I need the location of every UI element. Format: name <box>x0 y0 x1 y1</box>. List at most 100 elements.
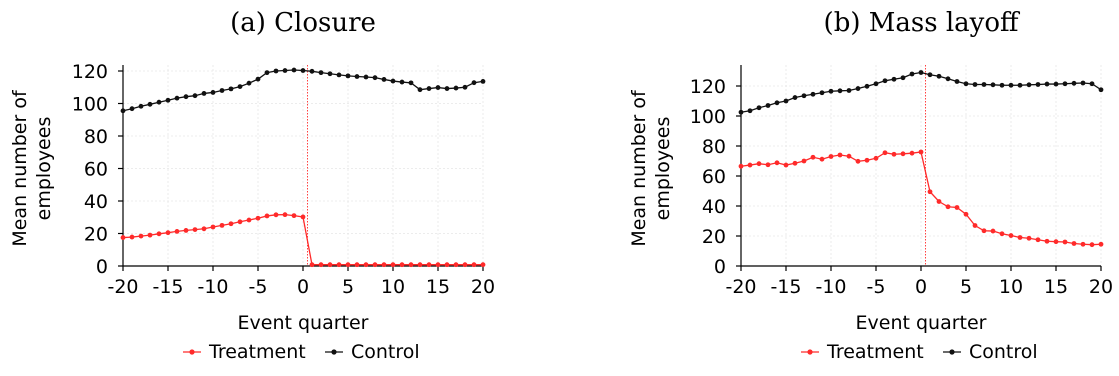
control-data-point <box>174 95 180 101</box>
treatment-data-point <box>981 228 987 234</box>
control-data-point <box>237 84 243 89</box>
control-data-point <box>1098 87 1104 93</box>
treatment-data-point <box>453 262 459 268</box>
control-data-point <box>183 94 189 100</box>
control-data-point <box>408 80 414 86</box>
treatment-data-point <box>426 262 432 268</box>
control-data-point <box>810 91 816 97</box>
treatment-data-point <box>891 151 897 157</box>
control-data-point <box>954 79 960 84</box>
y-axis-label: Mean number of <box>628 89 650 247</box>
treatment-data-point <box>828 154 834 159</box>
control-data-point <box>1080 80 1086 86</box>
control-data-point <box>1008 82 1014 88</box>
control-data-point <box>990 82 996 88</box>
control-data-point <box>444 86 450 91</box>
treatment-data-point <box>1080 241 1086 247</box>
control-data-point <box>336 72 342 78</box>
treatment-data-point <box>273 212 279 218</box>
control-data-point <box>1044 81 1050 87</box>
treatment-data-point <box>291 213 297 219</box>
treatment-data-point <box>756 161 762 167</box>
y-axis-label: employees <box>33 117 55 221</box>
treatment-data-point <box>783 162 789 168</box>
control-legend-label: Control <box>351 341 420 363</box>
control-data-point <box>918 70 924 75</box>
control-data-point <box>264 70 270 76</box>
control-data-point <box>738 109 744 115</box>
treatment-data-point <box>846 153 852 159</box>
control-data-point <box>480 79 486 84</box>
treatment-data-point <box>819 156 825 162</box>
treatment-data-point <box>183 228 189 233</box>
x-tick-label: 20 <box>471 276 495 298</box>
x-tick-label: 0 <box>297 276 309 298</box>
x-tick-label: 10 <box>999 276 1023 298</box>
treatment-data-point <box>201 226 207 232</box>
treatment-data-point <box>444 262 450 268</box>
x-tick-label: 15 <box>426 276 450 298</box>
y-tick-label: 80 <box>702 136 726 158</box>
treatment-data-point <box>909 150 915 156</box>
control-legend-label: Control <box>969 341 1038 363</box>
treatment-data-point <box>120 235 126 240</box>
treatment-data-point <box>390 262 396 268</box>
treatment-data-point <box>954 205 960 210</box>
treatment-data-point <box>855 158 861 164</box>
control-data-point <box>390 78 396 84</box>
y-tick-label: 20 <box>84 224 108 246</box>
treatment-data-point <box>801 158 807 164</box>
x-tick-label: -15 <box>152 276 183 298</box>
treatment-data-point <box>945 204 951 210</box>
treatment-data-point <box>774 160 780 166</box>
control-data-point <box>228 86 234 92</box>
y-tick-label: 60 <box>702 166 726 188</box>
control-data-point <box>156 99 162 105</box>
control-data-point <box>1089 81 1095 87</box>
control-data-point <box>219 88 225 93</box>
treatment-data-point <box>471 262 477 268</box>
control-data-point <box>138 103 144 109</box>
treatment-data-point <box>1017 235 1023 240</box>
x-tick-label: 5 <box>342 276 354 298</box>
treatment-data-point <box>972 223 978 228</box>
treatment-data-point <box>1035 237 1041 243</box>
treatment-data-point <box>192 227 198 233</box>
treatment-data-point <box>399 262 405 268</box>
control-data-point <box>309 68 315 74</box>
control-data-point <box>963 81 969 87</box>
control-data-point <box>255 76 261 82</box>
x-axis-label: Event quarter <box>238 312 369 334</box>
control-data-point <box>747 108 753 114</box>
control-data-point <box>945 76 951 82</box>
y-tick-label: 0 <box>714 256 726 278</box>
control-data-point <box>1053 81 1059 87</box>
treatment-data-point <box>1071 241 1077 246</box>
treatment-data-point <box>435 262 441 268</box>
treatment-data-point <box>873 155 879 161</box>
control-data-point <box>792 95 798 100</box>
control-data-point <box>327 71 333 77</box>
treatment-data-point <box>264 213 270 219</box>
y-tick-label: 40 <box>84 191 108 213</box>
x-tick-label: 5 <box>960 276 972 298</box>
treatment-data-point <box>129 234 135 240</box>
treatment-data-point <box>480 262 486 268</box>
treatment-data-point <box>417 262 423 268</box>
x-tick-label: -5 <box>867 276 886 298</box>
treatment-data-point <box>999 231 1005 237</box>
control-data-point <box>1062 81 1068 87</box>
treatment-data-point <box>1026 235 1032 241</box>
chart-title: (a) Closure <box>230 8 376 38</box>
treatment-data-point <box>1053 239 1059 245</box>
treatment-data-point <box>156 231 162 237</box>
control-data-point <box>363 74 369 80</box>
treatment-legend-label: Treatment <box>208 341 306 363</box>
control-data-point <box>147 101 153 107</box>
treatment-data-point <box>1098 241 1104 247</box>
control-data-point <box>873 81 879 87</box>
control-data-point <box>828 88 834 94</box>
control-data-point <box>1035 82 1041 87</box>
x-axis-label: Event quarter <box>856 312 987 334</box>
